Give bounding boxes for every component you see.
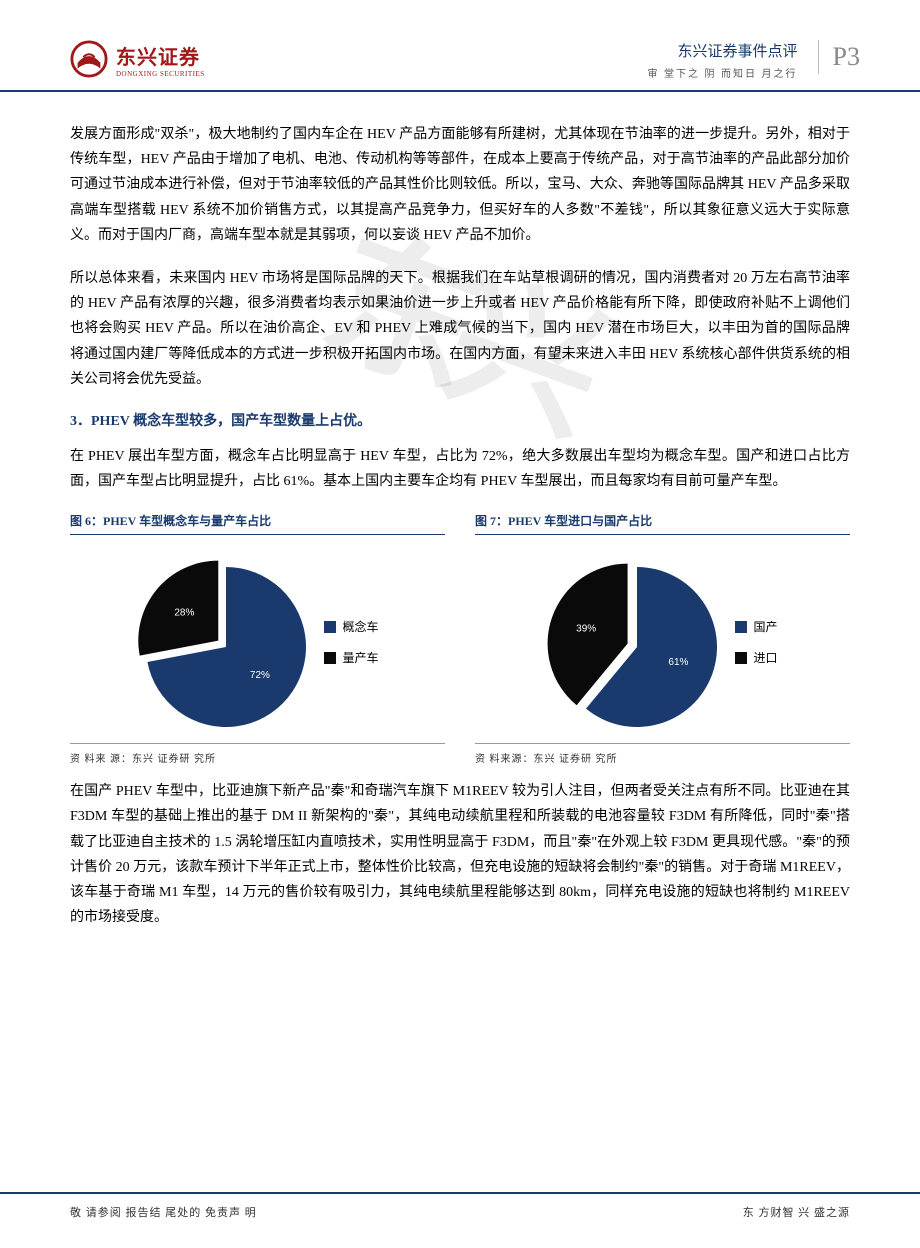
chart-6-legend: 概念车量产车 [324,618,378,666]
legend-label: 量产车 [342,649,378,666]
legend-label: 国产 [753,618,777,635]
chart-6-pie: 72% 28% [136,557,306,727]
legend-item: 国产 [735,618,777,635]
paragraph-3: 在 PHEV 展出车型方面，概念车占比明显高于 HEV 车型，占比为 72%，绝… [70,444,850,494]
paragraph-4: 在国产 PHEV 车型中，比亚迪旗下新产品"秦"和奇瑞汽车旗下 M1REEV 较… [70,779,850,930]
legend-label: 概念车 [342,618,378,635]
logo-block: 东兴证券 DONGXING SECURITIES [70,40,205,78]
footer-left: 敬 请参阅 报告结 尾处的 免责声 明 [70,1204,257,1220]
chart-6-block: 图 6：PHEV 车型概念车与量产车占比 72% 28% 概念车量产车 资 料来 … [70,512,445,765]
svg-text:72%: 72% [250,670,270,681]
legend-item: 概念车 [324,618,378,635]
section-heading-3: 3．PHEV 概念车型较多，国产车型数量上占优。 [70,410,850,430]
legend-swatch [324,621,336,633]
svg-text:39%: 39% [577,624,597,635]
legend-item: 进口 [735,649,777,666]
chart-7-legend: 国产进口 [735,618,777,666]
header-title: 东兴证券事件点评 [648,40,798,61]
legend-label: 进口 [753,649,777,666]
chart-6-title: 图 6：PHEV 车型概念车与量产车占比 [70,512,445,535]
logo-text-sub: DONGXING SECURITIES [116,70,205,78]
legend-swatch [735,652,747,664]
chart-7-source: 资 料来源：东兴 证券研 究所 [475,743,850,765]
paragraph-1: 发展方面形成"双杀"，极大地制约了国内车企在 HEV 产品方面能够有所建树，尤其… [70,122,850,248]
legend-swatch [735,621,747,633]
charts-row: 图 6：PHEV 车型概念车与量产车占比 72% 28% 概念车量产车 资 料来 … [70,512,850,765]
page-number: P3 [818,40,860,74]
paragraph-2: 所以总体来看，未来国内 HEV 市场将是国际品牌的天下。根据我们在车站草根调研的… [70,266,850,392]
chart-6-source: 资 料来 源：东兴 证券研 究所 [70,743,445,765]
svg-text:61%: 61% [669,657,689,668]
logo-icon [70,40,108,78]
legend-item: 量产车 [324,649,378,666]
legend-swatch [324,652,336,664]
chart-7-block: 图 7：PHEV 车型进口与国产占比 61% 39% 国产进口 资 料来源：东兴 … [475,512,850,765]
header-subtitle: 审 堂下之 阴 而知日 月之行 [648,65,798,80]
svg-text:28%: 28% [175,608,195,619]
page-header: 东兴证券 DONGXING SECURITIES 东兴证券事件点评 审 堂下之 … [0,0,920,92]
footer-right: 东 方财智 兴 盛之源 [743,1204,850,1220]
page-footer: 敬 请参阅 报告结 尾处的 免责声 明 东 方财智 兴 盛之源 [0,1192,920,1248]
chart-7-pie: 61% 39% [547,557,717,727]
chart-7-title: 图 7：PHEV 车型进口与国产占比 [475,512,850,535]
logo-text-main: 东兴证券 [116,41,205,70]
